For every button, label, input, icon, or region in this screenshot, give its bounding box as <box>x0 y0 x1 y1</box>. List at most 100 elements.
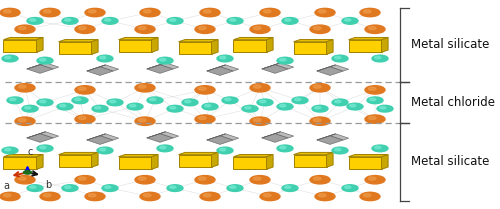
Circle shape <box>227 185 243 191</box>
Circle shape <box>160 146 166 149</box>
Circle shape <box>104 186 111 189</box>
Circle shape <box>314 85 321 88</box>
Polygon shape <box>262 65 288 73</box>
Circle shape <box>310 117 330 125</box>
Circle shape <box>78 177 86 180</box>
Circle shape <box>167 185 183 191</box>
Circle shape <box>284 19 291 21</box>
Circle shape <box>97 55 113 62</box>
Circle shape <box>15 25 35 33</box>
Polygon shape <box>326 152 333 167</box>
Circle shape <box>7 97 23 104</box>
Circle shape <box>160 58 166 61</box>
Circle shape <box>294 98 301 101</box>
Circle shape <box>30 19 36 21</box>
Polygon shape <box>87 65 106 71</box>
Circle shape <box>368 27 376 30</box>
Polygon shape <box>178 155 212 167</box>
Circle shape <box>78 87 86 90</box>
Polygon shape <box>348 157 382 169</box>
Polygon shape <box>382 154 388 169</box>
Circle shape <box>75 176 95 184</box>
Circle shape <box>334 148 341 151</box>
Polygon shape <box>348 40 382 52</box>
Circle shape <box>40 8 60 17</box>
Circle shape <box>44 194 51 197</box>
Circle shape <box>314 106 321 109</box>
Circle shape <box>347 103 363 110</box>
Circle shape <box>332 147 348 154</box>
Circle shape <box>150 98 156 101</box>
Circle shape <box>342 18 358 24</box>
Circle shape <box>260 192 280 201</box>
Circle shape <box>37 145 53 152</box>
Circle shape <box>195 25 215 33</box>
Circle shape <box>138 27 146 30</box>
Circle shape <box>200 8 220 17</box>
Circle shape <box>102 185 118 191</box>
Polygon shape <box>317 136 343 144</box>
Circle shape <box>332 99 348 106</box>
Circle shape <box>62 185 78 191</box>
Polygon shape <box>147 132 166 138</box>
Polygon shape <box>27 134 53 142</box>
Circle shape <box>198 177 206 180</box>
Circle shape <box>280 58 286 61</box>
Circle shape <box>72 97 88 104</box>
Polygon shape <box>207 65 226 71</box>
Circle shape <box>27 18 43 24</box>
Circle shape <box>75 25 95 33</box>
Circle shape <box>140 8 160 17</box>
Circle shape <box>222 97 238 104</box>
Polygon shape <box>262 63 280 69</box>
Circle shape <box>94 106 101 109</box>
Circle shape <box>138 177 146 180</box>
Polygon shape <box>317 65 336 71</box>
Circle shape <box>204 10 211 13</box>
Polygon shape <box>118 157 152 169</box>
Polygon shape <box>147 63 166 69</box>
Polygon shape <box>58 42 92 54</box>
Polygon shape <box>118 40 152 52</box>
Circle shape <box>110 100 116 103</box>
Circle shape <box>380 106 386 109</box>
Circle shape <box>102 18 118 24</box>
Polygon shape <box>58 155 92 167</box>
Circle shape <box>184 100 191 103</box>
Circle shape <box>314 27 321 30</box>
Polygon shape <box>207 136 233 144</box>
Circle shape <box>344 19 351 21</box>
Circle shape <box>244 106 251 109</box>
Circle shape <box>250 25 270 33</box>
Circle shape <box>284 186 291 189</box>
Circle shape <box>372 55 388 62</box>
Circle shape <box>40 146 46 149</box>
Polygon shape <box>262 134 288 142</box>
Circle shape <box>254 119 261 122</box>
Circle shape <box>227 18 243 24</box>
Circle shape <box>64 19 71 21</box>
Circle shape <box>364 10 371 13</box>
Circle shape <box>372 145 388 152</box>
Circle shape <box>24 171 32 174</box>
Circle shape <box>167 105 183 112</box>
Circle shape <box>0 192 20 201</box>
Polygon shape <box>160 63 178 69</box>
Polygon shape <box>178 152 218 155</box>
Polygon shape <box>152 154 158 169</box>
Polygon shape <box>87 134 106 140</box>
Circle shape <box>260 100 266 103</box>
Circle shape <box>315 192 335 201</box>
Circle shape <box>88 10 96 13</box>
Circle shape <box>217 55 233 62</box>
Circle shape <box>170 19 176 21</box>
Circle shape <box>40 192 60 201</box>
Circle shape <box>170 186 176 189</box>
Circle shape <box>310 25 330 33</box>
Circle shape <box>100 148 106 151</box>
Circle shape <box>198 27 206 30</box>
Circle shape <box>37 57 53 64</box>
Circle shape <box>37 99 53 106</box>
Polygon shape <box>4 154 43 157</box>
Text: Metal silicate: Metal silicate <box>411 38 490 51</box>
